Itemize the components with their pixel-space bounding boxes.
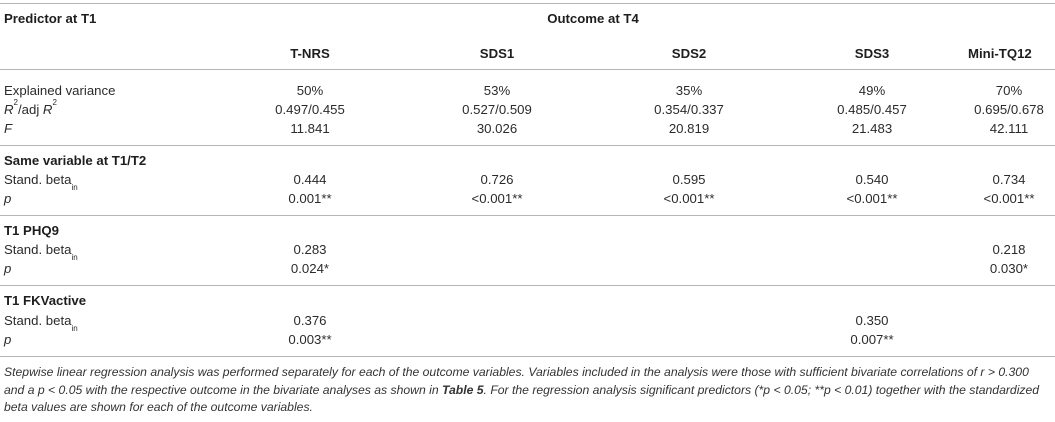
cell: 0.001** xyxy=(288,191,332,206)
cell: 11.841 xyxy=(290,121,330,136)
section-rule-3 xyxy=(0,285,1055,286)
cell: 0.030* xyxy=(989,261,1029,276)
row-label-beta: Stand. betain xyxy=(4,313,78,333)
cell: 50% xyxy=(296,83,324,98)
header-bottom-rule xyxy=(0,69,1055,70)
col-header-tnrs: T-NRS xyxy=(290,46,330,61)
section-title-fkvactive: T1 FKVactive xyxy=(4,293,87,308)
table-bottom-rule xyxy=(0,356,1055,357)
cell: 0.527/0.509 xyxy=(462,102,532,117)
col-header-sds3: SDS3 xyxy=(854,46,890,61)
section-title-same-variable: Same variable at T1/T2 xyxy=(4,153,147,168)
table-top-rule xyxy=(0,3,1055,4)
cell: <0.001** xyxy=(846,191,898,206)
row-label-beta: Stand. betain xyxy=(4,242,78,262)
cell: 42.111 xyxy=(989,121,1029,136)
cell: 70% xyxy=(995,83,1023,98)
cell: 0.283 xyxy=(293,242,327,257)
cell: 0.003** xyxy=(288,332,332,347)
row-label-p: p xyxy=(4,332,12,347)
cell: <0.001** xyxy=(471,191,523,206)
table-footnote: Stepwise linear regression analysis was … xyxy=(4,365,1040,414)
table-5-reference: Table 5 xyxy=(442,382,484,397)
col-header-sds2: SDS2 xyxy=(671,46,707,61)
col-header-sds1: SDS1 xyxy=(479,46,515,61)
cell: 35% xyxy=(675,83,703,98)
cell: <0.001** xyxy=(983,191,1035,206)
predictor-header: Predictor at T1 xyxy=(4,11,97,26)
row-label-f: F xyxy=(4,121,13,136)
cell: 0.007** xyxy=(850,332,894,347)
cell: 49% xyxy=(858,83,886,98)
cell: 20.819 xyxy=(668,121,710,136)
cell: 0.497/0.455 xyxy=(275,102,345,117)
cell: 0.595 xyxy=(672,172,706,187)
cell: <0.001** xyxy=(663,191,715,206)
cell: 0.726 xyxy=(480,172,514,187)
section-rule-2 xyxy=(0,215,1055,216)
cell: 0.540 xyxy=(855,172,889,187)
cell: 0.734 xyxy=(992,172,1026,187)
section-rule-1 xyxy=(0,145,1055,146)
cell: 0.444 xyxy=(293,172,327,187)
row-label-p: p xyxy=(4,261,12,276)
cell: 21.483 xyxy=(851,121,893,136)
section-title-phq9: T1 PHQ9 xyxy=(4,223,59,238)
cell: 53% xyxy=(483,83,511,98)
cell: 30.026 xyxy=(476,121,518,136)
cell: 0.350 xyxy=(855,313,889,328)
cell: 0.218 xyxy=(992,242,1026,257)
cell: 0.485/0.457 xyxy=(837,102,907,117)
outcome-header: Outcome at T4 xyxy=(547,11,639,26)
cell: 0.695/0.678 xyxy=(974,102,1044,117)
cell: 0.376 xyxy=(293,313,327,328)
col-header-minitq12: Mini-TQ12 xyxy=(968,46,1032,61)
cell: 0.354/0.337 xyxy=(654,102,724,117)
cell: 0.024* xyxy=(290,261,330,276)
row-label-beta: Stand. betain xyxy=(4,172,78,192)
row-label-explained-variance: Explained variance xyxy=(4,83,116,98)
row-label-p: p xyxy=(4,191,12,206)
row-label-r-squared: R2/adj R2 xyxy=(4,97,57,117)
